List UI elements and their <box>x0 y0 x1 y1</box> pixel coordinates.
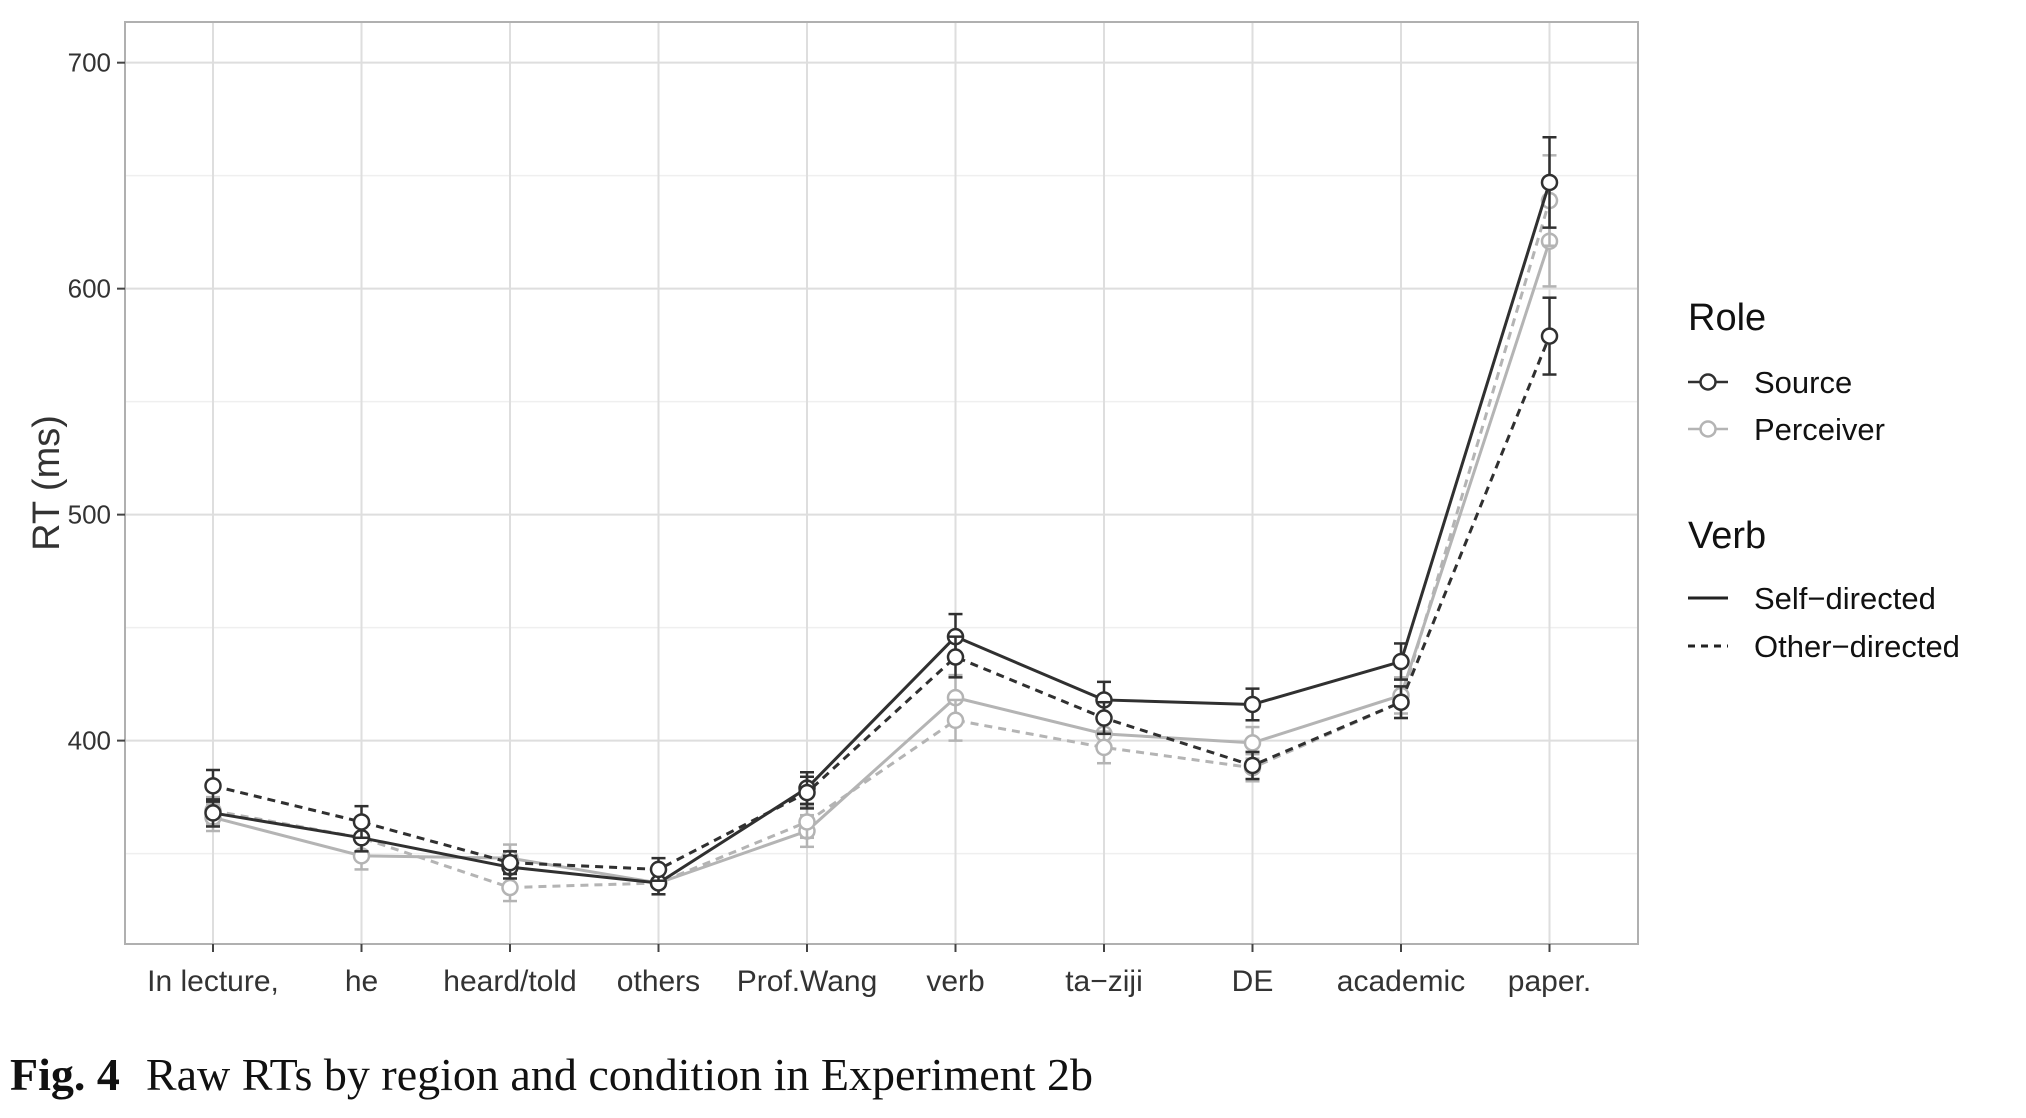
data-point <box>1243 695 1262 714</box>
legend-role-title: Role <box>1688 297 1766 339</box>
series-group <box>204 154 1559 903</box>
y-tick-labels: 400 500 600 700 <box>68 48 125 756</box>
x-tick-label: academic <box>1337 965 1465 998</box>
data-point <box>946 648 965 666</box>
y-axis-title: RT (ms) <box>26 415 68 551</box>
grid-layer <box>125 22 1638 944</box>
data-point <box>1243 734 1262 752</box>
x-tick-label: Prof.Wang <box>737 965 878 998</box>
y-tick-label: 600 <box>68 274 111 304</box>
data-point <box>1095 709 1113 727</box>
data-point <box>1095 738 1113 757</box>
y-tick-label: 400 <box>68 726 111 756</box>
series-line <box>212 335 1551 871</box>
figure-caption: Fig. 4 Raw RTs by region and condition in… <box>10 1048 1093 1101</box>
data-point <box>1243 756 1262 775</box>
series-line <box>212 200 1551 890</box>
data-point <box>798 783 816 802</box>
panel-border <box>124 21 1639 945</box>
legend-perceiver-label: Perceiver <box>1754 412 1885 447</box>
x-tick-label: he <box>345 965 378 998</box>
data-point <box>649 860 668 879</box>
data-point <box>352 813 371 831</box>
figure-number: Fig. 4 <box>10 1049 120 1100</box>
legend-self-directed-label: Self−directed <box>1754 581 1936 616</box>
series-group <box>204 296 1559 882</box>
x-tick-label: ta−ziji <box>1065 965 1143 998</box>
legend-key-marker <box>1699 420 1717 438</box>
x-tick-label: heard/told <box>443 965 576 998</box>
x-tick-label: In lecture, <box>147 965 279 998</box>
data-point <box>1392 693 1410 711</box>
data-point <box>501 853 519 872</box>
y-tick-label: 500 <box>68 500 111 530</box>
series-group <box>204 194 1559 896</box>
data-point <box>1540 327 1559 345</box>
x-tick-label: others <box>617 965 700 998</box>
caption-text: Raw RTs by region and condition in Exper… <box>145 1049 1093 1100</box>
legend-perceiver-key <box>1688 420 1728 438</box>
data-point <box>501 878 519 897</box>
legend: Role Source Perceiver Verb Self−directed… <box>1688 297 1960 664</box>
series-line <box>212 240 1551 885</box>
x-tick-label: DE <box>1232 965 1274 998</box>
data-point <box>1392 652 1410 671</box>
legend-other-directed-label: Other−directed <box>1754 629 1960 664</box>
data-point <box>1540 173 1559 192</box>
x-tick-label: paper. <box>1508 965 1591 998</box>
data-point <box>204 777 222 795</box>
data-point <box>798 813 816 831</box>
legend-source-label: Source <box>1754 365 1852 400</box>
legend-source-key <box>1688 373 1728 391</box>
series-line <box>212 182 1551 885</box>
data-point <box>946 711 965 730</box>
x-tick-label: verb <box>926 965 984 998</box>
line-chart: 400 500 600 700 In lecture, he heard/told othe… <box>26 21 1960 998</box>
legend-verb-title: Verb <box>1688 515 1766 557</box>
legend-keys <box>1688 373 1728 648</box>
y-tick-label: 700 <box>68 48 111 78</box>
series-layer <box>204 136 1559 903</box>
x-tick-labels: In lecture, he heard/told others Prof.Wang ve… <box>147 944 1591 998</box>
legend-key-marker <box>1699 373 1717 391</box>
series-group <box>204 136 1559 896</box>
data-point <box>204 804 222 822</box>
